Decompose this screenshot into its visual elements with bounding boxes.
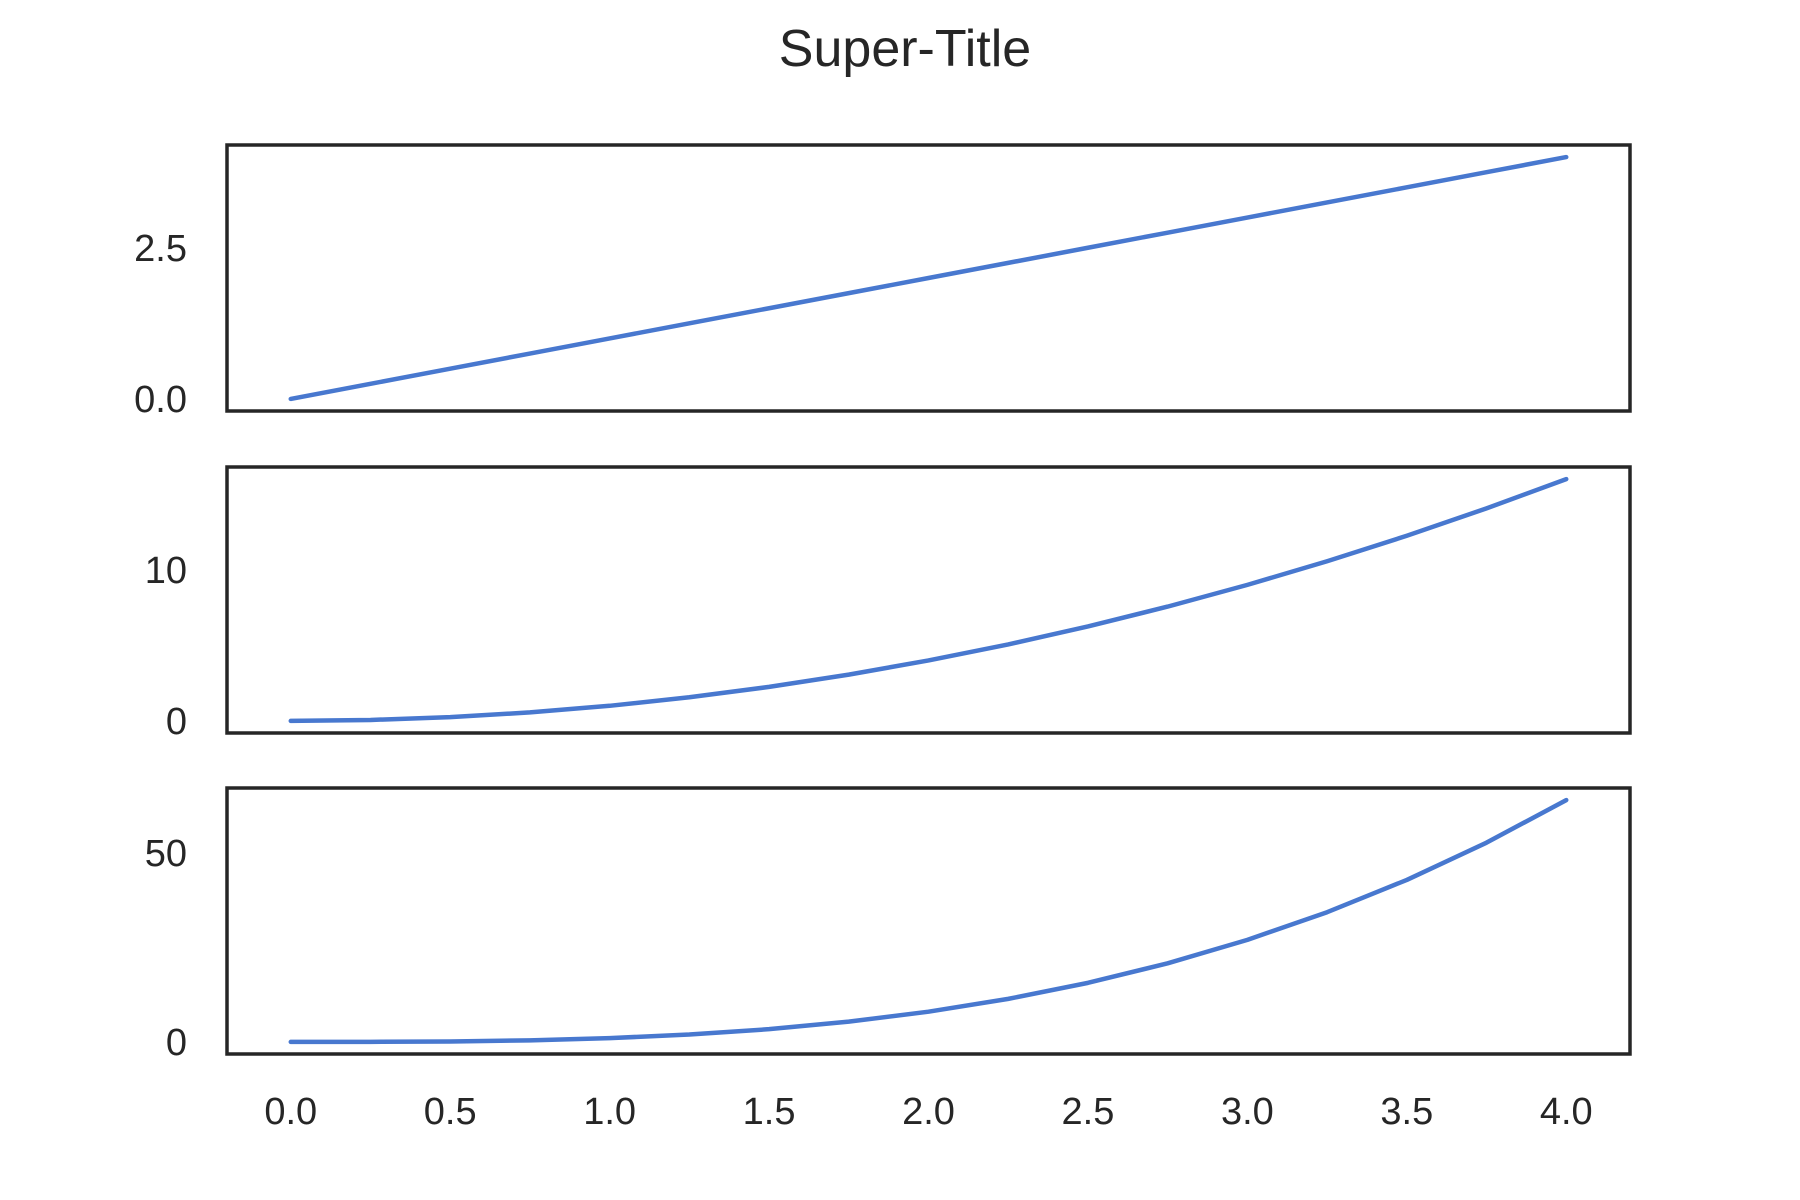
subplot-3-xtick-label: 2.5 — [1062, 1091, 1115, 1133]
subplot-2-ytick-label: 10 — [145, 550, 187, 592]
subplot-2: 0 10 — [145, 465, 1632, 743]
axes-frame-2 — [225, 465, 1632, 735]
super-title: Super-Title — [779, 20, 1031, 78]
subplots-container: 0.0 2.5 0 10 0 50 0.0 0.5 1.0 1.5 2.0 2.5 3.0 3.5 4.0 — [134, 143, 1632, 1133]
subplot-3-xtick-label: 1.5 — [743, 1091, 796, 1133]
subplot-3-xtick-label: 4.0 — [1540, 1091, 1593, 1133]
subplot-3-xtick-label: 0.5 — [424, 1091, 477, 1133]
subplot-3-xtick-label: 2.0 — [902, 1091, 955, 1133]
subplot-1-ytick-label: 2.5 — [134, 228, 187, 270]
subplot-3-xtick-label: 0.0 — [264, 1091, 317, 1133]
subplot-1: 0.0 2.5 — [134, 143, 1632, 421]
subplot-1-series-line — [288, 154, 1569, 402]
subplot-3-ytick-label: 0 — [166, 1022, 187, 1064]
subplot-2-ytick-label: 0 — [166, 701, 187, 743]
subplot-2-series-line — [288, 476, 1569, 724]
subplot-3-ytick-label: 50 — [145, 833, 187, 875]
subplot-3-xtick-label: 3.0 — [1221, 1091, 1274, 1133]
subplot-3-series-line — [288, 797, 1569, 1045]
subplot-3-xtick-label: 3.5 — [1380, 1091, 1433, 1133]
subplot-3: 0 50 0.0 0.5 1.0 1.5 2.0 2.5 3.0 3.5 4.0 — [145, 786, 1632, 1133]
axes-frame-3 — [225, 786, 1632, 1056]
subplot-1-ytick-label: 0.0 — [134, 379, 187, 421]
subplot-3-xtick-label: 1.0 — [583, 1091, 636, 1133]
